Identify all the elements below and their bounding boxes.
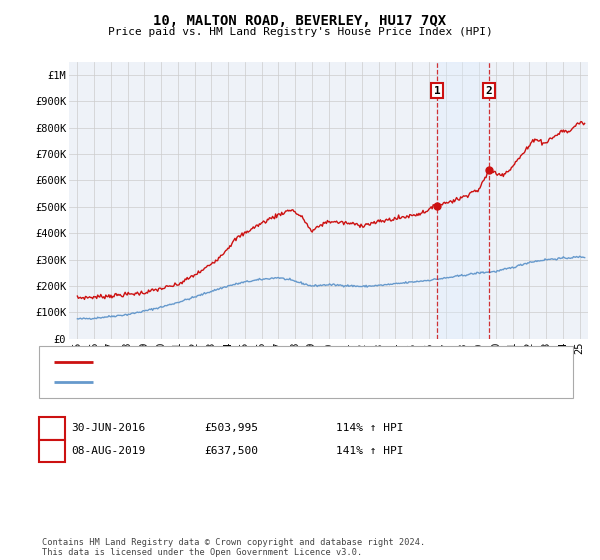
Text: 1: 1 (434, 86, 440, 96)
Text: £503,995: £503,995 (204, 423, 258, 433)
Text: 1: 1 (49, 423, 55, 433)
Text: 2: 2 (49, 446, 55, 456)
Text: 10, MALTON ROAD, BEVERLEY, HU17 7QX (detached house): 10, MALTON ROAD, BEVERLEY, HU17 7QX (det… (99, 357, 411, 367)
Text: 10, MALTON ROAD, BEVERLEY, HU17 7QX: 10, MALTON ROAD, BEVERLEY, HU17 7QX (154, 14, 446, 28)
Text: 30-JUN-2016: 30-JUN-2016 (71, 423, 145, 433)
Text: HPI: Average price, detached house, East Riding of Yorkshire: HPI: Average price, detached house, East… (99, 377, 459, 387)
Text: 114% ↑ HPI: 114% ↑ HPI (336, 423, 404, 433)
Text: Price paid vs. HM Land Registry's House Price Index (HPI): Price paid vs. HM Land Registry's House … (107, 27, 493, 37)
Text: 141% ↑ HPI: 141% ↑ HPI (336, 446, 404, 456)
Bar (437, 62, 489, 339)
Text: 2: 2 (485, 86, 492, 96)
Text: 08-AUG-2019: 08-AUG-2019 (71, 446, 145, 456)
Text: Contains HM Land Registry data © Crown copyright and database right 2024.
This d: Contains HM Land Registry data © Crown c… (42, 538, 425, 557)
Text: £637,500: £637,500 (204, 446, 258, 456)
